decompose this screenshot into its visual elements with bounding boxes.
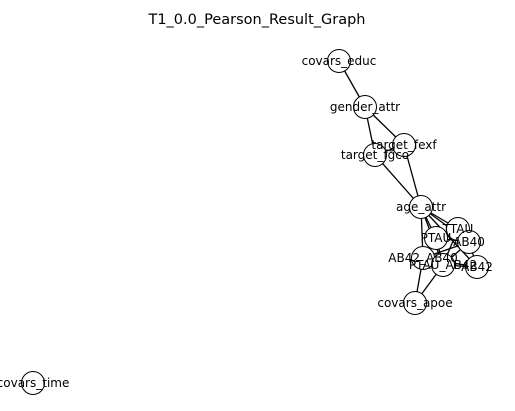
node-label-gender_attr: gender_attr — [330, 100, 400, 114]
node-covars_apoe — [403, 291, 427, 315]
node-label-PTAU_AB42: PTAU_AB42 — [409, 258, 477, 272]
node-covars_time — [21, 371, 45, 395]
label-layer: covars_educ gender_attr target_fexftarget_… — [0, 54, 493, 390]
node-label-AB42: AB42 — [461, 260, 493, 274]
node-label-TTAU: TTAU — [442, 222, 474, 236]
node-target_fexf — [392, 133, 416, 157]
node-covars_educ — [327, 49, 351, 73]
node-label-covars_apoe: covars_apoe — [377, 296, 452, 310]
node-target_fgco — [363, 143, 387, 167]
node-gender_attr — [353, 95, 377, 119]
node-PTAU — [424, 226, 448, 250]
node-label-covars_educ: covars_educ — [302, 54, 377, 68]
node-AB40 — [457, 230, 481, 254]
edge-age_attr-AB42 — [420, 206, 478, 268]
node-PTAU_AB42 — [431, 253, 455, 277]
node-label-AB40: AB40 — [453, 235, 485, 249]
node-layer — [21, 49, 489, 395]
node-label-covars_time: covars_time — [0, 376, 69, 390]
graph-title: T1_0.0_Pearson_Result_Graph — [147, 12, 365, 28]
node-label-PTAU: PTAU — [421, 231, 452, 245]
node-label-target_fgco: target_fgco — [341, 148, 409, 162]
node-age_attr — [409, 195, 433, 219]
node-label-target_fexf: target_fexf — [371, 138, 437, 152]
node-label-AB42_AB40: AB42_AB40 — [388, 251, 457, 265]
node-label-age_attr: age_attr — [396, 200, 446, 214]
node-AB42 — [465, 255, 489, 279]
